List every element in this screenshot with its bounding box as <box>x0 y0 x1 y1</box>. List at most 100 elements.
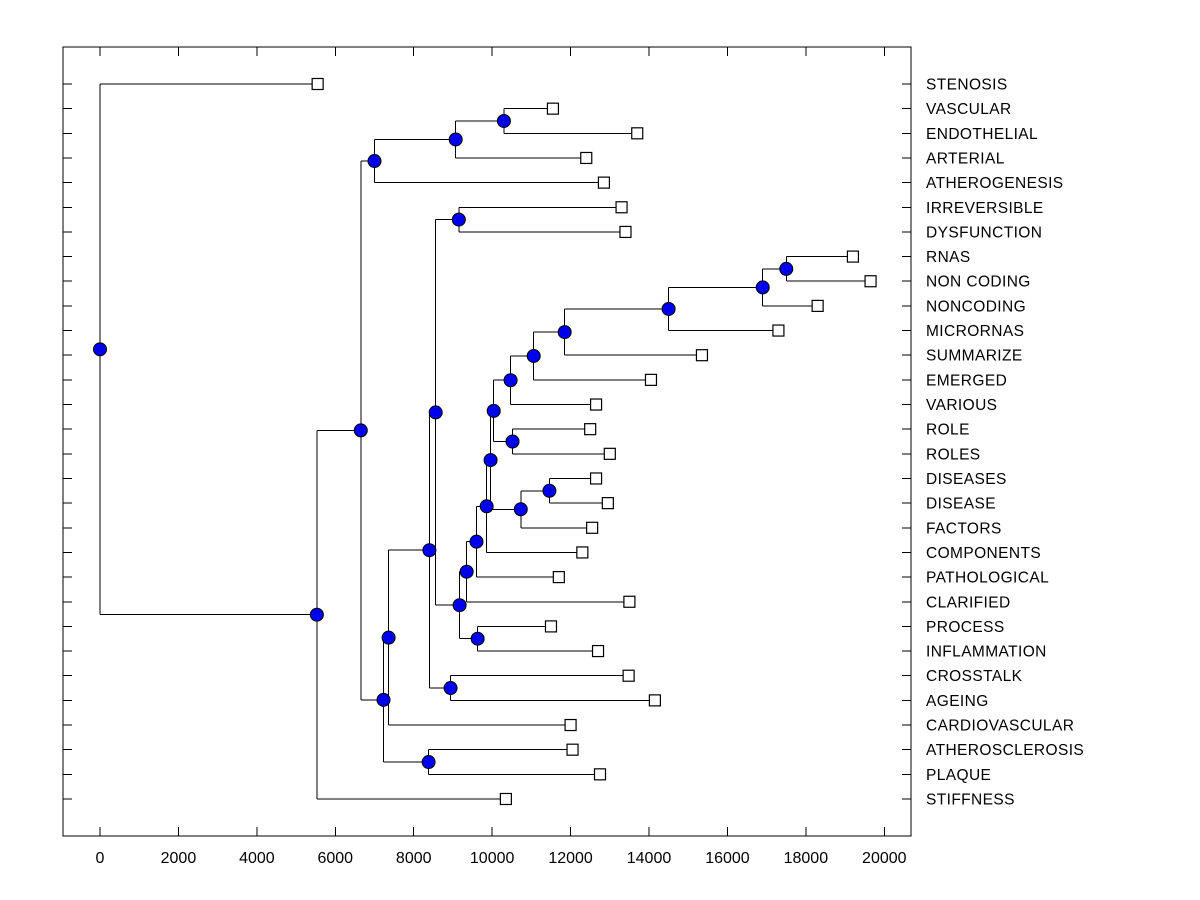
leaf-label: DYSFUNCTION <box>926 224 1042 241</box>
branch-node-marker[interactable] <box>367 154 382 169</box>
leaf-label: PROCESS <box>926 619 1005 636</box>
branch-node-marker[interactable] <box>486 403 501 418</box>
branch-node-marker[interactable] <box>451 212 466 227</box>
branch-node-marker[interactable] <box>479 499 494 514</box>
leaf-label: EMERGED <box>926 372 1007 389</box>
leaf-marker[interactable] <box>597 176 611 189</box>
branch-node-marker[interactable] <box>755 280 770 295</box>
leaf-marker[interactable] <box>601 497 614 510</box>
leaf-label: SUMMARIZE <box>926 348 1023 365</box>
leaf-label: PATHOLOGICAL <box>926 570 1049 587</box>
leaf-label: STENOSIS <box>926 77 1008 94</box>
leaf-label: IRREVERSIBLE <box>926 200 1044 217</box>
leaf-label: ATHEROSCLEROSIS <box>926 742 1084 759</box>
branch-node-marker[interactable] <box>452 598 467 613</box>
leaf-label: DISEASES <box>926 471 1007 488</box>
branch-node-marker[interactable] <box>513 502 528 517</box>
leaf-marker[interactable] <box>846 250 860 263</box>
leaf-marker[interactable] <box>544 620 558 633</box>
leaf-marker[interactable] <box>619 225 632 239</box>
leaf-marker[interactable] <box>864 275 877 288</box>
leaf-marker[interactable] <box>584 423 597 436</box>
branch-node-marker[interactable] <box>496 113 511 128</box>
x-axis-tick-label: 8000 <box>396 850 432 867</box>
leaf-label: ROLE <box>926 422 970 439</box>
branch-node-marker[interactable] <box>93 342 107 357</box>
branch-node-marker[interactable] <box>469 534 484 549</box>
leaf-label: INFLAMMATION <box>926 644 1047 661</box>
leaf-marker[interactable] <box>593 768 607 781</box>
leaf-marker[interactable] <box>576 546 589 559</box>
leaf-marker[interactable] <box>591 644 605 658</box>
branch-node-marker[interactable] <box>526 348 541 363</box>
leaf-marker[interactable] <box>622 669 635 682</box>
branch-node-marker[interactable] <box>353 423 368 438</box>
leaf-label: STIFFNESS <box>926 791 1015 808</box>
leaf-label: NON CODING <box>926 274 1031 291</box>
leaf-marker[interactable] <box>580 151 593 165</box>
branch-node-marker[interactable] <box>376 692 391 707</box>
x-axis-tick-label: 18000 <box>784 850 829 867</box>
x-axis-tick-label: 6000 <box>317 850 353 867</box>
branch-node-marker[interactable] <box>470 631 485 646</box>
leaf-label: ROLES <box>926 446 981 463</box>
leaf-marker[interactable] <box>546 102 560 115</box>
plot-border <box>62 46 912 837</box>
branch-node-marker[interactable] <box>505 434 520 449</box>
branch-node-marker[interactable] <box>422 543 437 558</box>
leaf-label: MICRORNAS <box>926 323 1024 340</box>
branch-node-marker[interactable] <box>557 325 572 340</box>
leaf-marker[interactable] <box>552 570 565 584</box>
x-axis-tick-label: 10000 <box>470 850 515 867</box>
leaf-label: CLARIFIED <box>926 594 1011 611</box>
branch-node-marker[interactable] <box>309 607 324 622</box>
branch-node-marker[interactable] <box>421 755 436 770</box>
leaf-label: FACTORS <box>926 520 1002 537</box>
leaf-label: NONCODING <box>926 298 1026 315</box>
leaf-marker[interactable] <box>631 127 644 140</box>
leaf-label: AGEING <box>926 693 989 710</box>
leaf-marker[interactable] <box>648 694 661 707</box>
leaf-label: PLAQUE <box>926 767 991 784</box>
leaf-label: CARDIOVASCULAR <box>926 718 1074 735</box>
leaf-marker[interactable] <box>603 447 616 460</box>
leaf-marker[interactable] <box>644 373 658 386</box>
branch-node-marker[interactable] <box>448 132 463 147</box>
leaf-label: VASCULAR <box>926 101 1012 118</box>
branch-node-marker[interactable] <box>428 405 443 420</box>
branch-node-marker[interactable] <box>381 630 396 645</box>
branch-node-marker[interactable] <box>661 301 676 316</box>
branch-node-marker[interactable] <box>483 453 498 468</box>
leaf-marker[interactable] <box>811 299 824 312</box>
leaf-marker[interactable] <box>566 743 579 756</box>
leaf-label: DISEASE <box>926 496 996 513</box>
leaf-marker[interactable] <box>311 77 324 91</box>
leaf-label: COMPONENTS <box>926 545 1041 562</box>
leaf-marker[interactable] <box>589 472 603 485</box>
x-axis-tick-label: 20000 <box>862 850 907 867</box>
leaf-marker[interactable] <box>615 201 628 214</box>
leaf-marker[interactable] <box>623 595 636 608</box>
leaf-marker[interactable] <box>586 521 599 534</box>
branch-node-marker[interactable] <box>779 261 794 276</box>
leaf-marker[interactable] <box>772 324 785 337</box>
leaf-marker[interactable] <box>589 398 603 411</box>
branch-node-marker[interactable] <box>459 564 474 579</box>
branch-node-marker[interactable] <box>443 681 458 696</box>
leaf-label: CROSSTALK <box>926 668 1023 685</box>
leaf-label: ATHEROGENESIS <box>926 175 1064 192</box>
branch-node-marker[interactable] <box>503 373 518 388</box>
leaf-marker[interactable] <box>695 349 709 362</box>
x-axis-tick-label: 0 <box>96 850 105 867</box>
leaf-label: ARTERIAL <box>926 150 1005 167</box>
x-axis-tick-label: 12000 <box>548 850 593 867</box>
branch-node-marker[interactable] <box>542 483 557 498</box>
leaf-label: VARIOUS <box>926 397 997 414</box>
leaf-marker[interactable] <box>499 792 512 806</box>
x-axis-tick-label: 16000 <box>705 850 750 867</box>
leaf-marker[interactable] <box>564 718 577 732</box>
leaf-label: RNAS <box>926 249 971 266</box>
x-axis-tick-label: 2000 <box>161 850 197 867</box>
